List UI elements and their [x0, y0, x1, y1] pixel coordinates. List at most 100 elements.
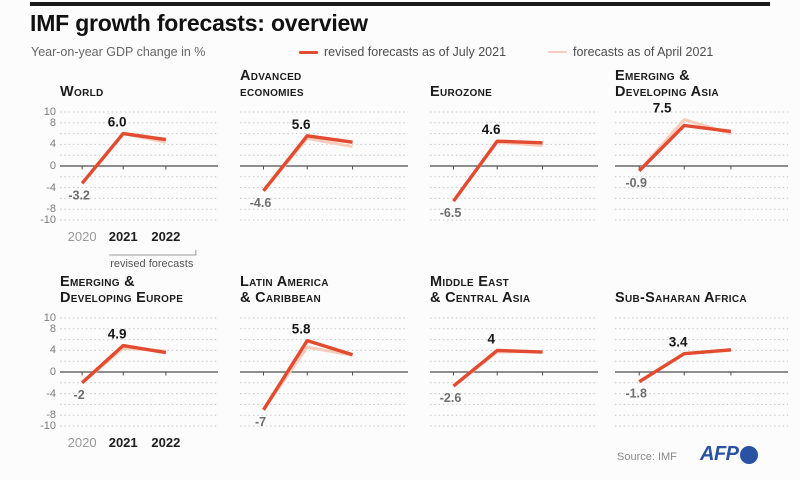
chart-title-emerging-developing-europe: Emerging & Developing Europe — [60, 268, 232, 306]
chart-title-line: Eurozone — [430, 84, 493, 100]
chart-title-middle-east-central-asia: Middle East & Central Asia — [430, 268, 612, 306]
chart-title-line: & Central Asia — [430, 290, 531, 306]
y-tick-label: -10 — [40, 214, 56, 226]
series-line-july — [638, 123, 732, 173]
value-label-2020: -2 — [74, 388, 85, 402]
value-label-2020: -4.6 — [250, 196, 272, 210]
july-line-swatch-icon — [299, 50, 318, 54]
value-label-2020: -2.6 — [440, 391, 462, 405]
afp-globe-icon — [739, 445, 758, 464]
gridlines — [615, 317, 788, 427]
y-tick-label: 4 — [49, 344, 56, 357]
y-tick-label: 8 — [49, 116, 56, 129]
x-ticks — [638, 372, 732, 376]
chart-title-advanced-economies: Advanced economies — [240, 62, 422, 100]
series-line-april — [80, 132, 167, 185]
chart-title-line: Developing Asia — [615, 84, 719, 100]
chart-title-line: Emerging & — [60, 274, 135, 290]
chart-plot-emerging-developing-asia: -0.9 7.5 — [615, 101, 788, 221]
value-label-2020: -7 — [255, 415, 266, 429]
y-tick-label: 0 — [49, 160, 56, 172]
chart-title-line: World — [60, 84, 104, 100]
chart-plot-sub-saharan-africa: -1.8 3.4 — [615, 317, 788, 427]
x-tick-label-2021: 2021 — [108, 435, 138, 450]
chart-title-line: & Caribbean — [240, 290, 322, 306]
y-tick-label: -4 — [46, 181, 56, 194]
chart-plot-world: -3.2 6.0 — [60, 111, 218, 221]
series-line-july — [80, 131, 167, 185]
x-ticks — [453, 372, 544, 376]
chart-title-line: Developing Europe — [60, 290, 184, 306]
value-label-2021: 5.8 — [292, 322, 311, 337]
chart-title-line: Advanced — [240, 68, 302, 84]
series-line-july — [80, 343, 167, 385]
series-line-april — [452, 349, 543, 388]
series-line-july — [262, 134, 353, 192]
chart-title-world: World — [60, 62, 232, 100]
chart-title-sub-saharan-africa: Sub-Saharan Africa — [615, 268, 800, 306]
chart-plot-middle-east-central-asia: -2.6 4 — [430, 317, 598, 427]
chart-title-latin-america-caribbean: Latin America & Caribbean — [240, 268, 422, 306]
y-tick-label: 0 — [49, 366, 56, 378]
x-ticks — [453, 166, 544, 170]
value-label-2021: 6.0 — [108, 115, 127, 130]
x-ticks — [263, 372, 354, 376]
series-line-april — [262, 136, 353, 192]
april-line-swatch-icon — [548, 50, 567, 54]
y-tick-label: 8 — [49, 322, 56, 335]
value-label-2020: -6.5 — [440, 206, 462, 220]
series-line-april — [81, 346, 166, 384]
x-axis-labels: 2020 2021 2022 — [60, 229, 218, 245]
y-tick-label: 4 — [49, 138, 56, 151]
value-label-2021: 4.6 — [482, 122, 501, 137]
x-ticks — [263, 166, 354, 170]
value-label-2020: -1.8 — [625, 387, 647, 401]
value-label-2021: 7.5 — [653, 101, 672, 116]
legend-item-july-forecast: revised forecasts as of July 2021 — [299, 45, 506, 59]
chart-plot-eurozone: -6.5 4.6 — [430, 111, 598, 221]
x-tick-label-2022: 2022 — [151, 435, 181, 450]
bracket-label: revised forecasts — [110, 258, 194, 270]
chart-title-line: Sub-Saharan Africa — [615, 290, 747, 306]
legend-label-july: revised forecasts as of July 2021 — [324, 45, 507, 59]
top-rule — [30, 2, 770, 6]
x-tick-label-2022: 2022 — [151, 229, 181, 244]
chart-title-emerging-developing-asia: Emerging & Developing Asia — [615, 62, 800, 100]
page-title: IMF growth forecasts: overview — [30, 10, 368, 36]
source-credit: Source: IMF — [617, 451, 677, 463]
revised-forecasts-bracket — [109, 250, 197, 256]
x-tick-label-2020: 2020 — [67, 435, 97, 450]
chart-plot-emerging-developing-europe: -2 4.9 — [60, 317, 218, 427]
chart-title-line: Latin America — [240, 274, 329, 290]
afp-logo-text: AFP — [700, 443, 739, 465]
subtitle: Year-on-year GDP change in % — [31, 45, 206, 59]
value-label-2021: 4 — [487, 331, 495, 346]
gridlines — [60, 317, 218, 427]
y-tick-label: -8 — [46, 409, 56, 422]
value-label-2021: 3.4 — [669, 335, 688, 350]
series-line-july — [262, 338, 354, 411]
afp-logo: AFP — [700, 443, 758, 466]
y-tick-label: -8 — [46, 203, 56, 216]
y-tick-label: 10 — [43, 106, 56, 118]
x-ticks — [81, 166, 167, 170]
value-label-2020: -0.9 — [625, 176, 647, 190]
value-label-2020: -3.2 — [68, 188, 90, 202]
series-line-july — [638, 348, 732, 384]
gridlines — [615, 111, 788, 221]
chart-title-line: economies — [240, 84, 304, 100]
x-axis-labels: 2020 2021 2022 — [60, 435, 218, 451]
y-tick-label: 10 — [43, 312, 56, 324]
chart-plot-advanced-economies: -4.6 5.6 — [240, 111, 408, 221]
chart-title-line: Middle East — [430, 274, 510, 290]
legend-label-april: forecasts as of April 2021 — [573, 45, 714, 59]
series-line-july — [452, 139, 543, 203]
value-label-2021: 5.6 — [292, 117, 311, 132]
chart-plot-latin-america-caribbean: -7 5.8 — [240, 317, 408, 429]
value-label-2021: 4.9 — [108, 327, 127, 342]
x-tick-label-2020: 2020 — [67, 229, 97, 244]
y-tick-label: -4 — [46, 387, 56, 400]
legend-item-april-forecast: forecasts as of April 2021 — [548, 45, 713, 59]
series-line-april — [452, 140, 543, 202]
